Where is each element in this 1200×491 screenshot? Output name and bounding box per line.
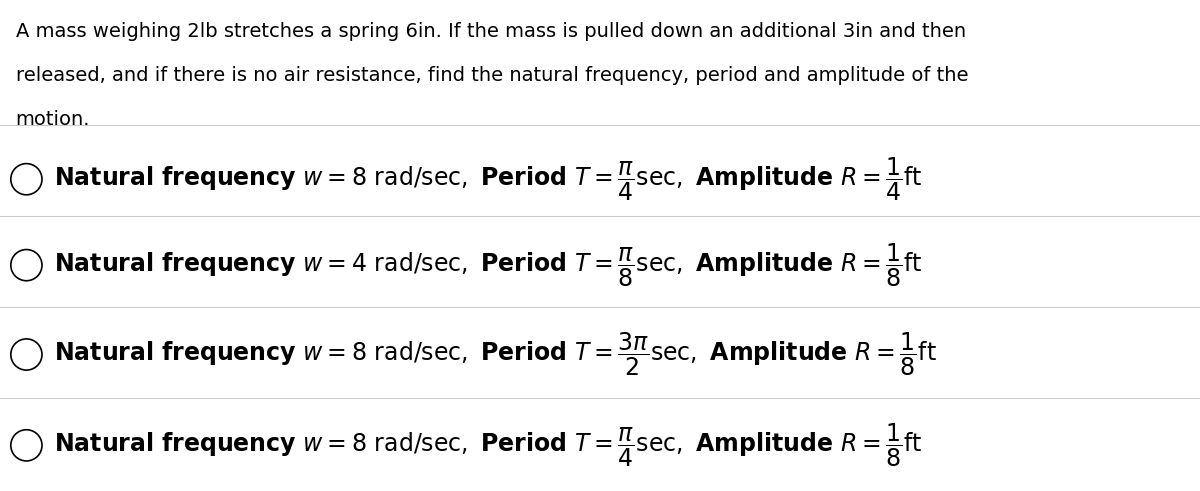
Text: released, and if there is no air resistance, find the natural frequency, period : released, and if there is no air resista… xyxy=(16,66,968,85)
Text: $\mathbf{Natural\ frequency}\ w = 8\ \mathrm{rad/sec,\ }\mathbf{Period}\ T = \df: $\mathbf{Natural\ frequency}\ w = 8\ \ma… xyxy=(54,422,923,469)
Text: $\mathbf{Natural\ frequency}\ w = 8\ \mathrm{rad/sec,\ }\mathbf{Period}\ T = \df: $\mathbf{Natural\ frequency}\ w = 8\ \ma… xyxy=(54,331,937,378)
Text: $\mathbf{Natural\ frequency}\ w = 8\ \mathrm{rad/sec,\ }\mathbf{Period}\ T = \df: $\mathbf{Natural\ frequency}\ w = 8\ \ma… xyxy=(54,156,923,203)
Text: A mass weighing 2lb stretches a spring 6in. If the mass is pulled down an additi: A mass weighing 2lb stretches a spring 6… xyxy=(16,22,966,41)
Text: $\mathbf{Natural\ frequency}\ w = 4\ \mathrm{rad/sec,\ }\mathbf{Period}\ T = \df: $\mathbf{Natural\ frequency}\ w = 4\ \ma… xyxy=(54,242,923,289)
Text: motion.: motion. xyxy=(16,110,90,130)
